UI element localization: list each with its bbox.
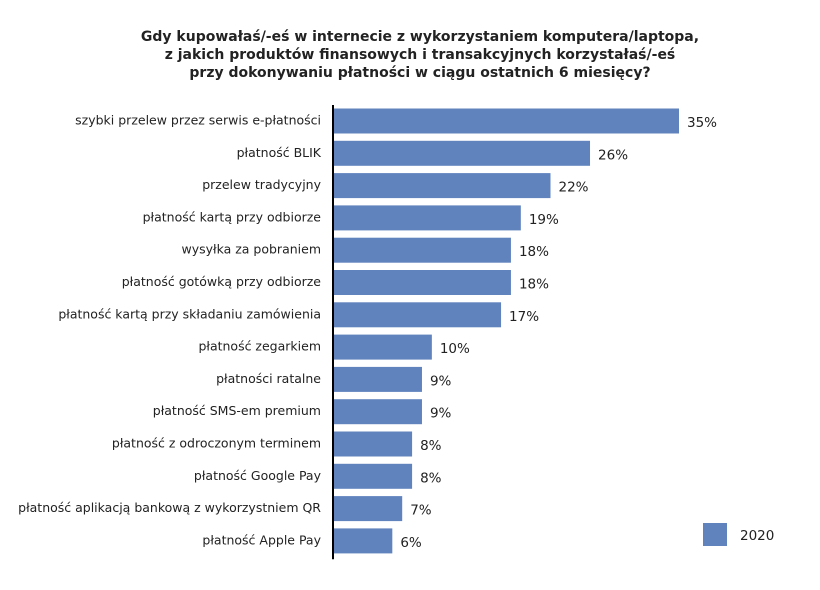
- y-tick-label: płatność kartą przy składaniu zamówienia: [58, 306, 321, 321]
- data-label: 8%: [420, 438, 442, 454]
- data-label: 19%: [529, 212, 559, 228]
- data-label: 22%: [558, 180, 588, 196]
- bar: [333, 237, 511, 263]
- bar: [333, 366, 422, 392]
- y-tick-label: płatność kartą przy odbiorze: [143, 209, 322, 224]
- data-label: 9%: [430, 373, 452, 389]
- y-tick-label: płatność Apple Pay: [202, 532, 321, 547]
- chart-title: z jakich produktów finansowych i transak…: [165, 47, 676, 63]
- chart-title: Gdy kupowałaś/-eś w internecie z wykorzy…: [141, 29, 699, 45]
- bar: [333, 463, 413, 489]
- bar: [333, 140, 591, 166]
- y-tick-label: płatność gotówką przy odbiorze: [122, 274, 322, 289]
- data-label: 35%: [687, 115, 717, 131]
- y-tick-label: wysyłka za pobraniem: [181, 242, 321, 257]
- y-tick-label: płatność zegarkiem: [198, 339, 321, 354]
- y-tick-label: płatność aplikacją bankową z wykorzystni…: [18, 500, 321, 515]
- y-tick-label: płatność Google Pay: [194, 468, 322, 483]
- data-label: 10%: [440, 341, 470, 357]
- y-tick-label: płatność z odroczonym terminem: [112, 436, 321, 451]
- data-label: 17%: [509, 309, 539, 325]
- y-tick-label: płatność BLIK: [237, 145, 322, 160]
- bar: [333, 173, 551, 199]
- data-label: 26%: [598, 147, 628, 163]
- data-label: 9%: [430, 406, 452, 422]
- legend-swatch: [703, 523, 727, 546]
- legend-label: 2020: [740, 528, 774, 544]
- data-label: 18%: [519, 244, 549, 260]
- bar: [333, 528, 393, 554]
- data-label: 7%: [410, 503, 432, 519]
- bar: [333, 399, 422, 425]
- bar: [333, 496, 403, 522]
- bar: [333, 270, 511, 295]
- data-label: 18%: [519, 277, 549, 293]
- bar: [333, 334, 432, 360]
- y-tick-label: płatność SMS-em premium: [153, 403, 321, 418]
- y-tick-label: przelew tradycyjny: [202, 177, 321, 192]
- y-tick-label: szybki przelew przez serwis e-płatności: [75, 113, 321, 128]
- bar: [333, 431, 413, 457]
- chart-title: przy dokonywaniu płatności w ciągu ostat…: [189, 65, 650, 81]
- y-tick-label: płatności ratalne: [216, 371, 321, 386]
- bar: [333, 205, 521, 231]
- bar: [333, 108, 679, 134]
- data-label: 8%: [420, 470, 442, 486]
- data-label: 6%: [400, 535, 422, 551]
- bar: [333, 302, 502, 328]
